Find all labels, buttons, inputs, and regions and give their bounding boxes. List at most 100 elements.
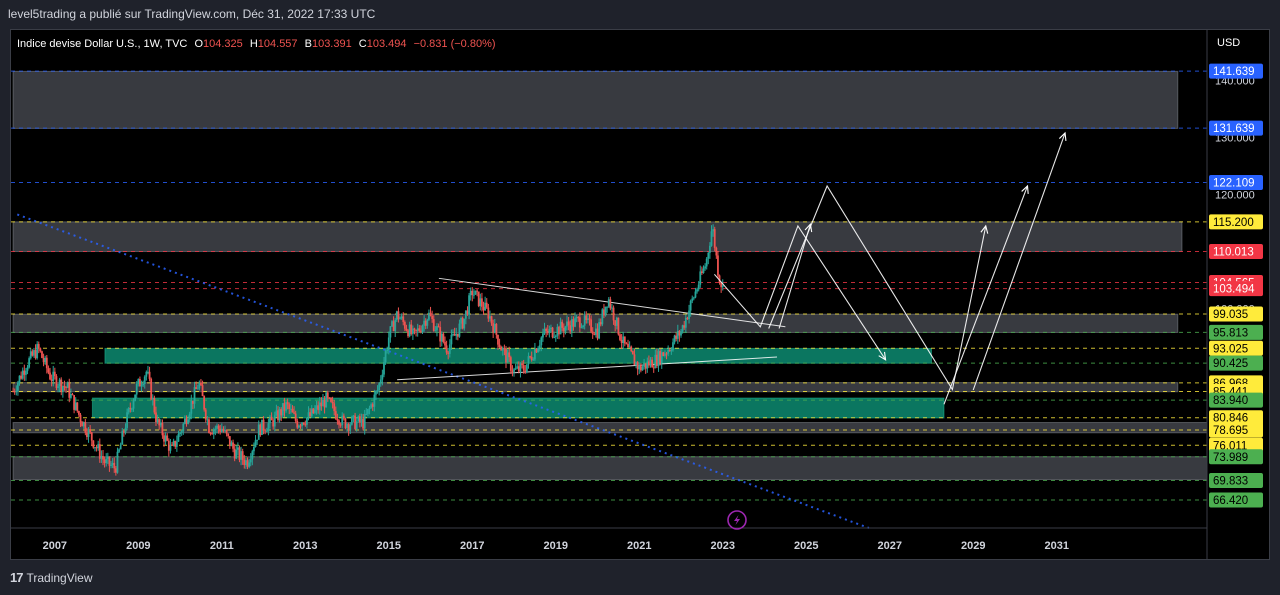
candle-body-118 (201, 385, 204, 397)
svg-text:Indice devise Dollar U.S., 1W,: Indice devise Dollar U.S., 1W, TVC O104.… (17, 38, 496, 50)
candle-body-392 (641, 366, 644, 371)
candle-body-244 (403, 321, 406, 329)
candle-body-414 (676, 330, 679, 339)
trendline-0 (16, 213, 870, 529)
candle-body-267 (440, 333, 443, 342)
candle-body-211 (350, 416, 353, 425)
candle-body-329 (540, 337, 543, 346)
candle-body-310 (509, 357, 512, 371)
price-tag-label: 76.011 (1213, 440, 1247, 452)
candle-body-85 (148, 371, 151, 379)
price-chart[interactable]: 2007 2009 2011 2013 2015 2017 2019 2021 2023 2025… (11, 30, 1269, 559)
candle-body-182 (304, 424, 307, 426)
candle-body-214 (355, 421, 358, 429)
price-tag-bg-16 (1209, 437, 1263, 453)
candle-body-154 (259, 424, 262, 435)
candle-body-405 (662, 352, 665, 356)
candle-body-334 (548, 329, 551, 334)
trendlines-layer (16, 213, 870, 529)
candle-body-195 (325, 392, 328, 408)
candle-body-159 (267, 423, 270, 431)
candle-body-352 (577, 317, 580, 319)
candle-body-224 (371, 404, 374, 407)
candle-body-371 (607, 299, 610, 307)
candle-body-270 (445, 345, 448, 353)
chart-panel[interactable]: 2007 2009 2011 2013 2015 2017 2019 2021 2023 2025… (10, 29, 1270, 560)
candle-body-41 (78, 411, 80, 415)
candle-body-357 (585, 315, 588, 320)
candle-body-15 (36, 344, 39, 359)
price-tag-label: 66.420 (1213, 495, 1248, 507)
candle-body-398 (651, 359, 654, 368)
candle-body-315 (517, 366, 520, 372)
price-tag-label: 95.813 (1213, 327, 1248, 339)
candle-body-282 (464, 310, 467, 319)
time-axis: 2007 2009 2011 2013 2015 2017 2019 2021 2023 2025… (43, 540, 1069, 552)
candle-body-261 (431, 315, 434, 320)
candle-body-360 (590, 319, 592, 332)
candle-body-230 (381, 374, 384, 380)
price-tag-label: 73.989 (1213, 452, 1248, 464)
candle-body-381 (623, 336, 626, 344)
trendline-2 (397, 356, 778, 381)
candle-body-265 (437, 326, 440, 328)
x-tick-label: 2031 (1044, 540, 1068, 552)
candle-body-421 (688, 310, 690, 320)
candle-body-74 (131, 408, 133, 410)
candle-body-320 (525, 364, 528, 373)
candle-body-3 (17, 382, 19, 391)
x-tick-label: 2029 (961, 540, 985, 552)
candle-body-93 (161, 422, 164, 436)
candle-body-274 (452, 334, 454, 336)
candle-body-277 (456, 333, 459, 337)
lightning-icon[interactable] (727, 510, 747, 530)
candle-body-81 (142, 384, 145, 386)
candle-body-294 (484, 302, 487, 311)
candle-body-213 (354, 415, 356, 429)
candle-body-147 (248, 462, 251, 467)
candle-body-198 (330, 397, 332, 402)
candle-body-328 (538, 345, 541, 349)
candle-body-264 (436, 326, 438, 331)
candle-body-18 (41, 351, 43, 358)
candle-body-0 (12, 391, 14, 393)
candle-body-111 (190, 400, 193, 414)
projection-arrowhead-4 (804, 222, 813, 233)
candle-body-413 (675, 335, 678, 339)
candle-body-24 (50, 379, 53, 381)
candle-body-218 (362, 418, 365, 429)
candle-body-399 (652, 367, 655, 369)
candle-body-163 (273, 415, 276, 427)
price-tag-bg-1 (1209, 120, 1263, 136)
candle-body-238 (394, 319, 397, 332)
candle-body-427 (697, 284, 700, 290)
candle-body-441 (720, 282, 723, 288)
candle-body-234 (387, 337, 390, 350)
candle-body-39 (74, 402, 77, 410)
candle-body-401 (656, 354, 658, 367)
legend-change: −0.831 (−0.80%) (414, 38, 496, 50)
legend-open-label: O (194, 38, 203, 50)
candle-body-235 (389, 326, 392, 338)
candle-body-253 (418, 328, 421, 331)
candle-body-407 (665, 353, 668, 355)
candle-body-251 (415, 329, 417, 331)
candle-body-239 (395, 311, 398, 320)
candle-body-58 (105, 458, 108, 464)
candle-body-365 (598, 322, 601, 339)
price-tag-bg-3 (1209, 214, 1263, 230)
projection-path-0 (713, 224, 887, 361)
candle-body-275 (453, 334, 456, 336)
candle-body-373 (611, 307, 613, 309)
candle-body-376 (615, 317, 618, 326)
candle-body-212 (352, 415, 355, 417)
candle-body-343 (562, 327, 565, 332)
candle-body-418 (683, 325, 686, 328)
candle-body-77 (135, 383, 138, 395)
candle-body-309 (508, 352, 511, 358)
candle-body-189 (315, 405, 318, 410)
price-tag-bg-15 (1209, 422, 1263, 438)
tradingview-logo[interactable]: 17 TradingView (10, 570, 93, 585)
price-tag-label: 99.035 (1213, 309, 1248, 321)
candle-body-197 (328, 397, 331, 399)
